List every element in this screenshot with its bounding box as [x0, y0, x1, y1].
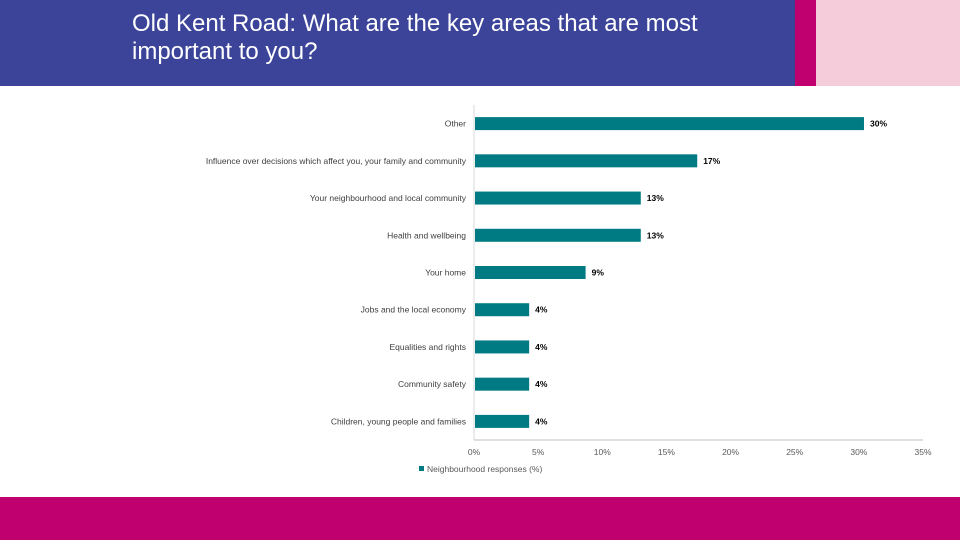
bar	[475, 303, 530, 317]
data-label: 17%	[703, 156, 720, 166]
category-label: Health and wellbeing	[387, 230, 466, 240]
data-label: 13%	[647, 193, 664, 203]
x-tick-label: 35%	[914, 447, 931, 457]
bar	[475, 191, 641, 205]
category-label: Children, young people and families	[331, 416, 466, 426]
data-label: 9%	[592, 268, 605, 278]
slide-title: Old Kent Road: What are the key areas th…	[132, 10, 698, 65]
bar	[475, 377, 530, 391]
data-label: 13%	[647, 230, 664, 240]
data-label: 4%	[535, 305, 548, 315]
bar	[475, 414, 530, 428]
x-tick-label: 20%	[722, 447, 739, 457]
category-label: Other	[445, 119, 466, 129]
x-tick-label: 0%	[468, 447, 481, 457]
category-label: Jobs and the local economy	[361, 305, 467, 315]
x-tick-label: 5%	[532, 447, 545, 457]
bar	[475, 340, 530, 354]
category-label: Your neighbourhood and local community	[310, 193, 467, 203]
footer-band	[0, 497, 960, 540]
bar	[475, 266, 586, 279]
category-label: Influence over decisions which affect yo…	[206, 156, 467, 166]
bar	[475, 154, 698, 168]
category-label: Your home	[425, 268, 466, 278]
legend-swatch	[419, 466, 424, 471]
header-accent-pink	[816, 0, 960, 86]
category-label: Community safety	[398, 379, 467, 389]
category-label: Equalities and rights	[389, 342, 466, 352]
x-tick-label: 10%	[594, 447, 611, 457]
data-label: 4%	[535, 379, 548, 389]
x-tick-label: 15%	[658, 447, 675, 457]
bar	[475, 117, 864, 131]
data-label: 4%	[535, 342, 548, 352]
x-tick-label: 25%	[786, 447, 803, 457]
data-label: 30%	[870, 119, 887, 129]
legend-label: Neighbourhood responses (%)	[427, 464, 542, 474]
header-accent-magenta	[795, 0, 816, 86]
x-tick-label: 30%	[850, 447, 867, 457]
data-label: 4%	[535, 416, 548, 426]
bar	[475, 228, 641, 242]
header-band	[0, 0, 795, 86]
